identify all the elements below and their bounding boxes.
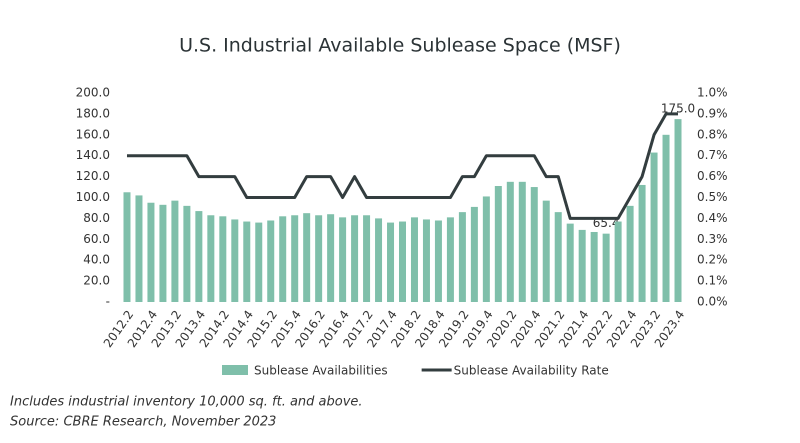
bar: [410, 217, 418, 302]
bar: [267, 220, 275, 302]
bar: [458, 212, 466, 302]
bar: [662, 134, 670, 302]
footnote: Includes industrial inventory 10,000 sq.…: [10, 395, 363, 410]
y2-tick-label: 0.3%: [697, 232, 728, 246]
bar: [650, 152, 658, 302]
y2-tick-label: 1.0%: [697, 86, 728, 100]
y-tick-label: 200.0: [76, 86, 110, 100]
bar: [303, 213, 311, 302]
bar: [674, 119, 682, 302]
y2-tick-label: 0.6%: [697, 169, 728, 183]
bar: [183, 205, 191, 302]
bar: [494, 186, 502, 302]
bar: [422, 219, 430, 302]
bar: [626, 205, 634, 302]
y2-tick-label: 0.5%: [697, 190, 728, 204]
bar: [387, 222, 395, 302]
bar: [195, 211, 203, 302]
legend-label: Sublease Availability Rate: [454, 364, 609, 378]
bar: [351, 215, 359, 302]
bar: [542, 200, 550, 302]
bar: [243, 221, 251, 302]
bar: [590, 231, 598, 302]
bar: [399, 221, 406, 302]
bar: [566, 223, 574, 302]
bar: [147, 202, 155, 302]
y2-tick-label: 0.8%: [697, 127, 728, 141]
bar: [135, 195, 143, 302]
bar: [171, 200, 179, 302]
bar: [638, 184, 646, 302]
bar: [530, 187, 538, 302]
y-tick-label: -: [106, 295, 110, 309]
legend-swatch: [222, 365, 248, 375]
y-tick-label: 140.0: [76, 148, 110, 162]
y-tick-label: 160.0: [76, 127, 110, 141]
data-label: 175.0: [661, 102, 695, 116]
legend-label: Sublease Availabilities: [254, 364, 388, 378]
bar: [482, 196, 490, 302]
bar: [554, 212, 562, 302]
bar: [446, 217, 454, 302]
bar: [470, 206, 478, 302]
bar: [219, 216, 227, 302]
y-tick-label: 180.0: [76, 106, 110, 120]
bar: [434, 220, 442, 302]
source: Source: CBRE Research, November 2023: [10, 415, 276, 430]
bar: [375, 218, 383, 302]
bar: [159, 204, 167, 302]
y-tick-label: 100.0: [76, 190, 110, 204]
y2-tick-label: 0.7%: [697, 148, 728, 162]
bar: [614, 221, 622, 302]
y-tick-label: 80.0: [83, 211, 110, 225]
bar: [291, 215, 299, 302]
bar: [506, 181, 514, 302]
y-tick-label: 20.0: [83, 274, 110, 288]
bar: [602, 233, 610, 302]
bar: [363, 215, 371, 302]
y-tick-label: 40.0: [83, 253, 110, 267]
bar: [207, 215, 215, 302]
bar: [315, 215, 323, 302]
y2-tick-label: 0.1%: [697, 274, 728, 288]
y2-tick-label: 0.0%: [697, 295, 728, 309]
bar: [578, 229, 586, 302]
bar: [339, 217, 347, 302]
line: [126, 112, 679, 220]
y2-tick-label: 0.9%: [697, 106, 728, 120]
bar: [255, 222, 263, 302]
bar: [327, 214, 335, 302]
y-tick-label: 60.0: [83, 232, 110, 246]
y-tick-label: 120.0: [76, 169, 110, 183]
chart-title: U.S. Industrial Available Sublease Space…: [179, 35, 621, 57]
bar: [518, 181, 526, 302]
bar: [231, 219, 239, 302]
y2-tick-label: 0.2%: [697, 253, 728, 267]
bar: [123, 192, 131, 302]
bar: [279, 216, 287, 302]
y2-tick-label: 0.4%: [697, 211, 728, 225]
